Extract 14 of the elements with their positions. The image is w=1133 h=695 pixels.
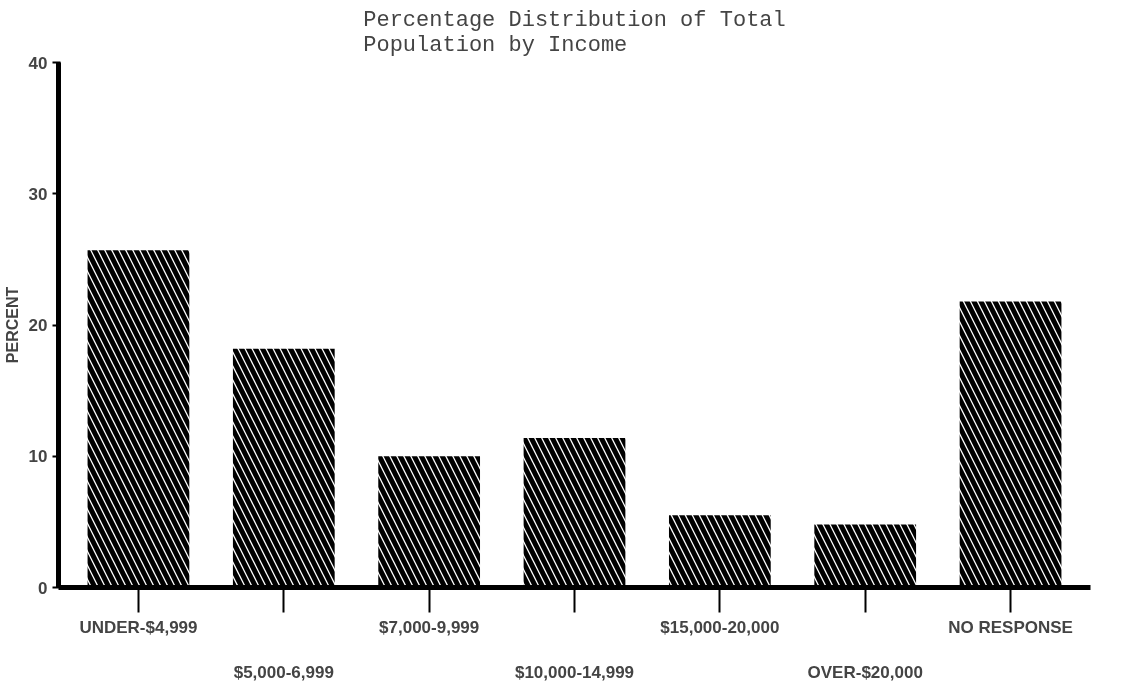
y-tick-label: 20	[28, 316, 48, 335]
chart-title: Percentage Distribution of Total Population by Income	[363, 7, 786, 58]
y-tick-label: 40	[28, 53, 48, 73]
y-tick-label: 0	[38, 578, 48, 598]
y-tick-label: 30	[28, 184, 48, 204]
x-tick-label: $7,000-9,999	[379, 617, 480, 637]
x-tick-label: $10,000-14,999	[514, 663, 635, 683]
x-tick-label: UNDER-$4,999	[79, 617, 198, 637]
x-tick-label: OVER-$20,000	[807, 663, 923, 683]
x-tick-label: $15,000-20,000	[660, 617, 780, 637]
y-tick-label: 10	[28, 447, 48, 467]
x-tick-label: NO RESPONSE	[948, 617, 1073, 637]
x-tick-label: $5,000-6,999	[233, 663, 334, 683]
y-axis-title: PERCENT	[3, 286, 21, 364]
